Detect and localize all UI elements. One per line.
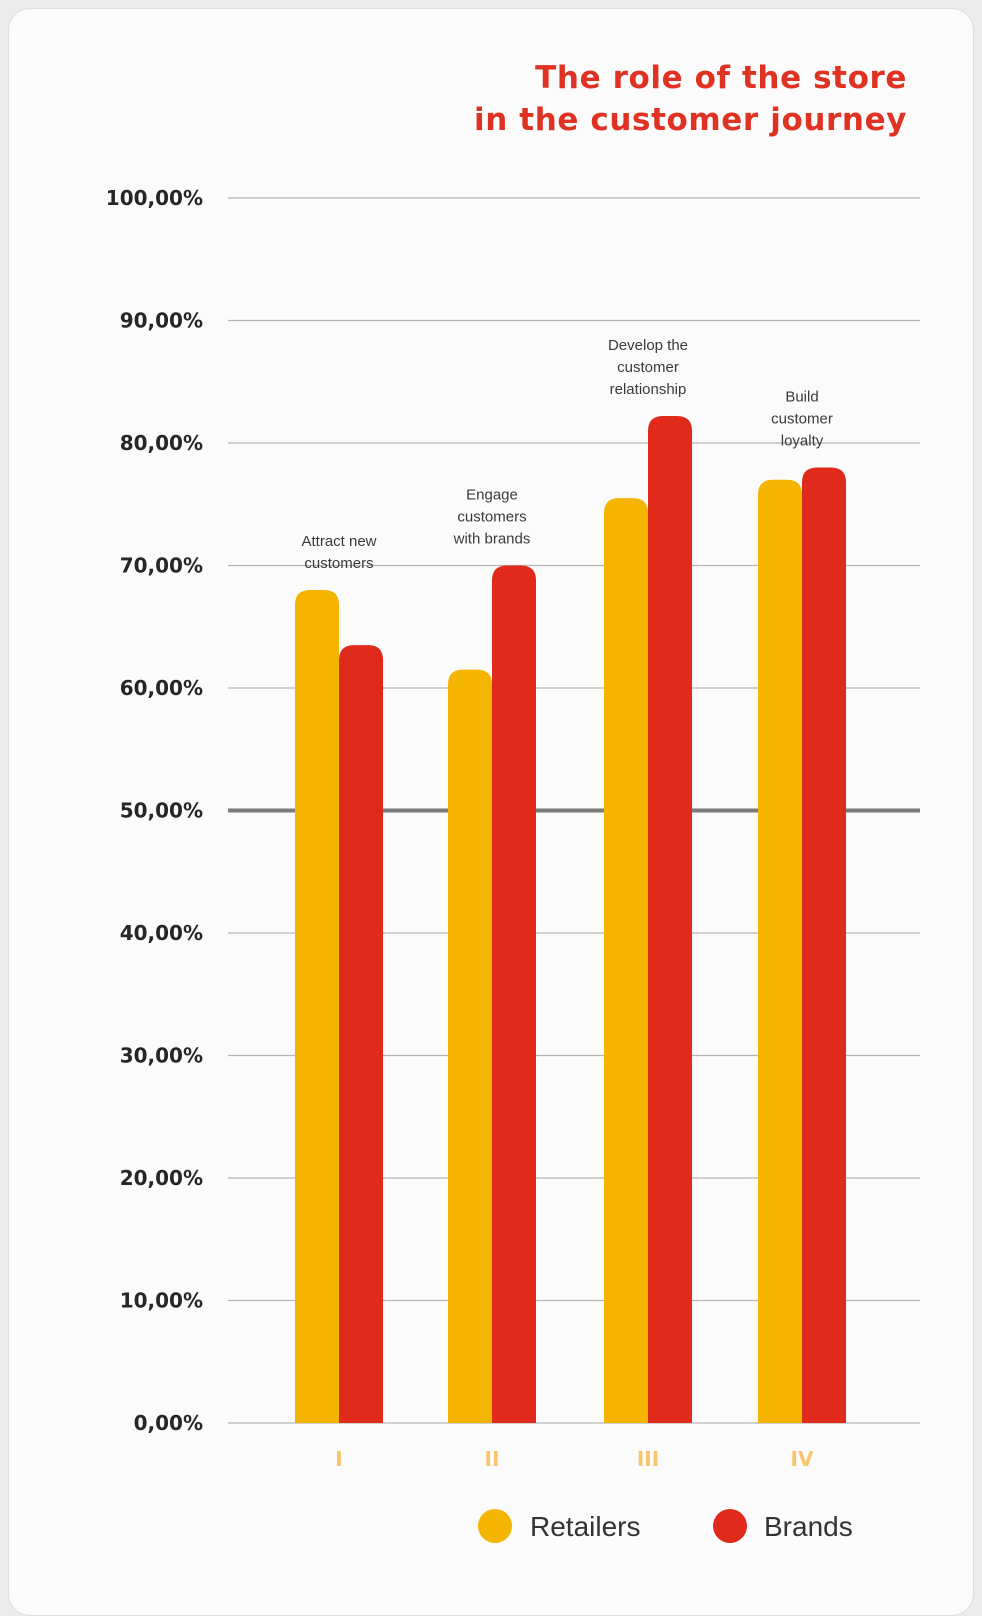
bar-group-annotation: Attract new <box>301 533 376 550</box>
y-tick-label: 30,00% <box>120 1044 203 1068</box>
bar-group-annotation: Develop the <box>608 337 688 354</box>
bar-retailers-4 <box>758 479 802 1423</box>
bar-group-annotation: with brands <box>453 531 531 548</box>
chart-title-line-2: in the customer journey <box>474 102 907 138</box>
y-tick-label: 20,00% <box>120 1166 203 1190</box>
x-category-label: I <box>335 1447 342 1471</box>
y-tick-label: 80,00% <box>120 431 203 455</box>
y-tick-label: 50,00% <box>120 799 203 823</box>
bar-brands-2 <box>492 565 536 1423</box>
bar-brands-3 <box>648 416 692 1423</box>
bar-group-annotation: customers <box>304 555 373 572</box>
chart-title-line-1: The role of the store <box>535 60 907 96</box>
bar-group-annotation: customer <box>617 359 679 376</box>
bar-retailers-1 <box>295 590 339 1423</box>
legend-swatch-brands <box>713 1509 747 1543</box>
y-axis-tick-labels: 0,00% 10,00% 20,00% 30,00% 40,00% 50,00% 60,00… <box>106 186 203 1435</box>
bar-group-annotation: customer <box>771 411 833 428</box>
legend-label-brands: Brands <box>764 1511 853 1542</box>
bar-brands-4 <box>802 467 846 1423</box>
x-category-label: III <box>637 1447 659 1471</box>
y-tick-label: 70,00% <box>120 554 203 578</box>
bar-retailers-2 <box>448 669 492 1423</box>
x-category-label: IV <box>791 1447 814 1471</box>
bar-brands-1 <box>339 645 383 1423</box>
y-tick-label: 40,00% <box>120 921 203 945</box>
y-tick-label: 100,00% <box>106 186 203 210</box>
y-tick-label: 0,00% <box>134 1411 203 1435</box>
bar-group-annotations: Attract new customers Engage customers with … <box>301 337 832 572</box>
bar-retailers-3 <box>604 498 648 1423</box>
y-tick-label: 90,00% <box>120 309 203 333</box>
x-category-label: II <box>485 1447 500 1471</box>
legend-swatch-retailers <box>478 1509 512 1543</box>
legend: Retailers Brands <box>478 1509 853 1543</box>
bar-group-annotation: customers <box>457 509 526 526</box>
bar-group-annotation: Engage <box>466 487 518 504</box>
bar-group-annotation: relationship <box>610 381 687 398</box>
legend-label-retailers: Retailers <box>530 1511 640 1542</box>
bar-group-annotation: loyalty <box>781 433 824 450</box>
bars <box>295 416 846 1423</box>
y-tick-label: 10,00% <box>120 1289 203 1313</box>
bar-group-annotation: Build <box>785 389 818 406</box>
y-tick-label: 60,00% <box>120 676 203 700</box>
x-axis-category-labels: I II III IV <box>335 1447 814 1471</box>
